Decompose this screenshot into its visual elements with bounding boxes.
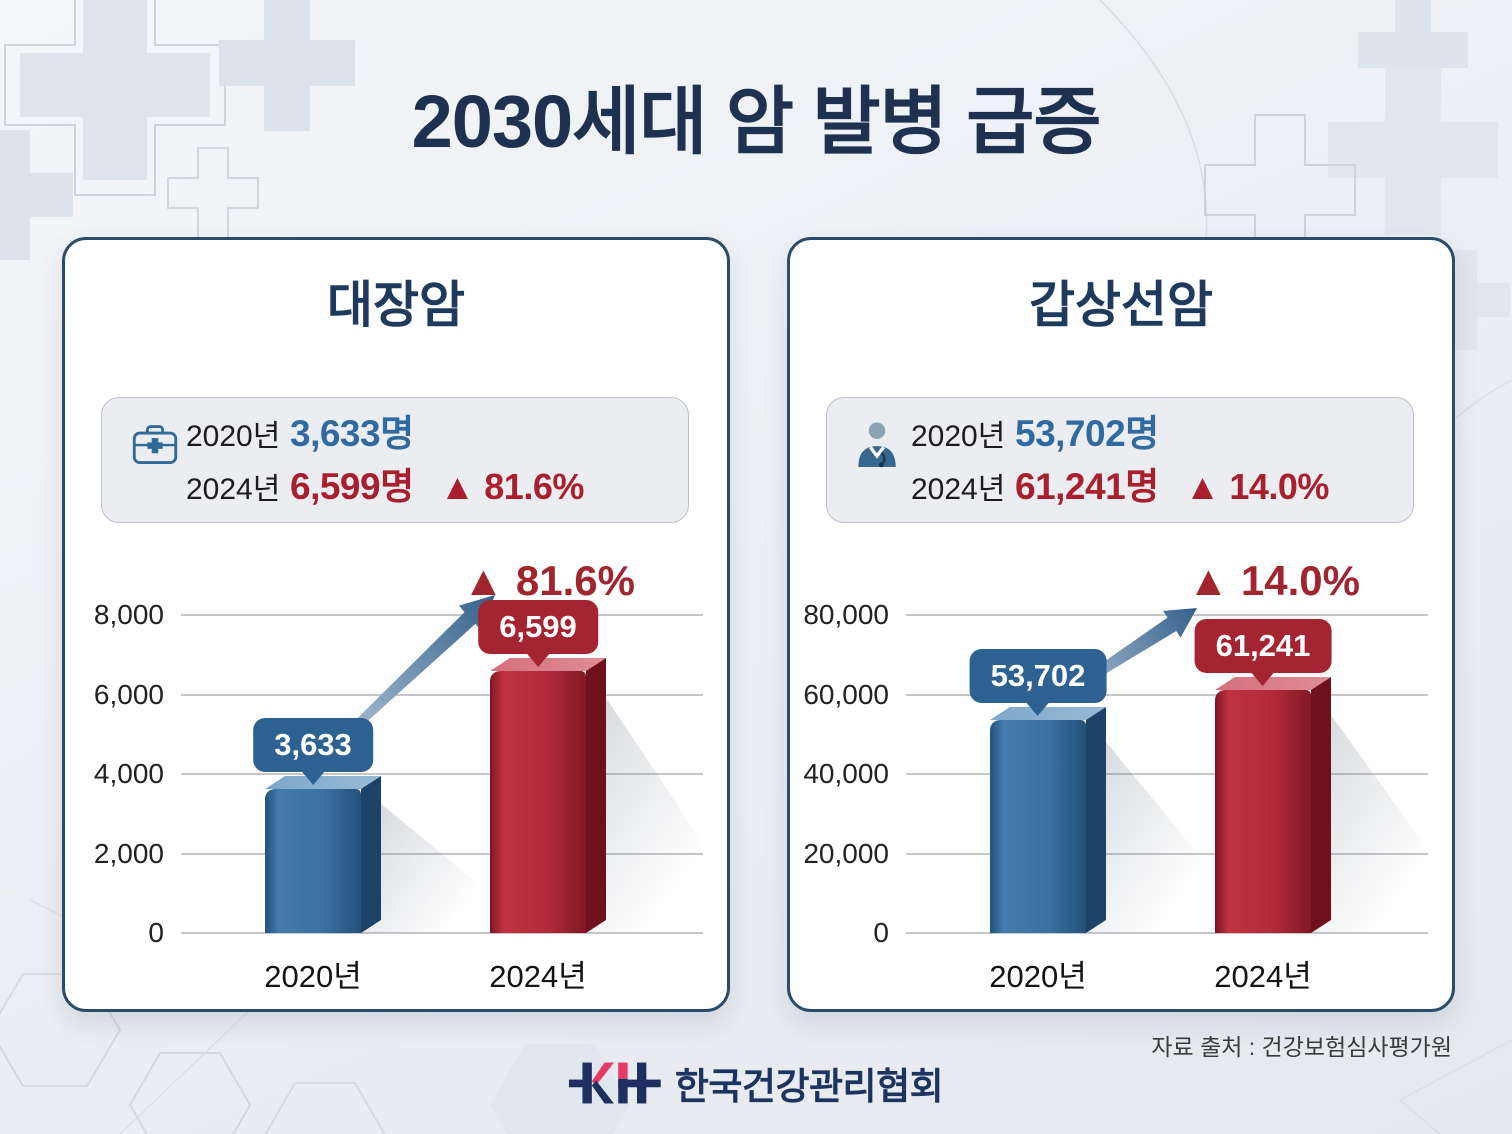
bar-3d: [265, 776, 381, 933]
stat-row-2024: 2024년 6,599명 ▲ 81.6%: [186, 464, 584, 510]
stats-box: 2020년 53,702명 2024년 61,241명 ▲ 14.0%: [826, 397, 1414, 523]
x-tick-label-2020: 2020년: [989, 959, 1087, 994]
stat-year: 2020년: [911, 419, 1006, 453]
data-source-note: 자료 출처 : 건강보험심사평가원: [1151, 1034, 1452, 1060]
bar-3d: [990, 707, 1106, 933]
stat-row-2020: 2020년 53,702명: [911, 411, 1329, 457]
stat-rows: 2020년 53,702명 2024년 61,241명 ▲ 14.0%: [911, 397, 1329, 524]
bar-chart-thyroid: ▲ 14.0% 80,000 60,000 40,000 20,000 0: [790, 523, 1488, 1015]
page-title: 2030세대 암 발병 급증: [411, 80, 1102, 163]
bar-3d: [1215, 677, 1331, 933]
x-tick-label-2024: 2024년: [489, 959, 587, 994]
value-callout-2020: 3,633: [253, 718, 373, 772]
gridline: [181, 693, 703, 696]
panel-title: 대장암: [327, 277, 465, 333]
bar-3d: [490, 658, 606, 933]
y-tick-label: 80,000: [803, 599, 889, 630]
stat-delta-badge: ▲ 81.6%: [439, 465, 585, 507]
panel-title: 갑상선암: [1029, 277, 1213, 333]
y-tick-label: 2,000: [93, 837, 164, 869]
value-callout-2020: 53,702: [969, 649, 1107, 703]
medical-bag-icon: [130, 420, 186, 473]
y-tick-label: 0: [873, 917, 889, 948]
y-tick-label: 60,000: [803, 678, 889, 710]
panel-colorectal-cancer: 대장암 2020년 3,633명 2024년 6,599명 ▲ 81: [62, 237, 763, 1015]
y-tick-label: 20,000: [803, 837, 889, 869]
stats-box: 2020년 3,633명 2024년 6,599명 ▲ 81.6%: [101, 397, 689, 523]
stat-row-2020: 2020년 3,633명: [186, 411, 584, 457]
increase-arrow-icon: [340, 595, 495, 741]
gridline: [906, 693, 1428, 696]
gridline: [181, 773, 703, 775]
stat-year: 2020년: [186, 419, 281, 453]
increase-percent-label: ▲ 81.6%: [462, 557, 635, 604]
stat-value-2024: 6,599명: [290, 465, 414, 507]
doctor-icon: [855, 420, 911, 475]
panel-thyroid-cancer: 갑상선암 2020년 53,702명 2024년 61,241명: [787, 237, 1488, 1015]
stat-row-2024: 2024년 61,241명 ▲ 14.0%: [911, 464, 1329, 510]
gridline: [181, 932, 703, 934]
stat-value-2024: 61,241명: [1015, 465, 1159, 507]
organization-logo: 한국건강관리협회: [568, 1056, 944, 1110]
kh-logo-mark: [568, 1062, 661, 1104]
y-tick-label: 40,000: [803, 758, 889, 789]
stat-year: 2024년: [186, 472, 281, 506]
gridline: [906, 773, 1428, 775]
x-tick-label-2024: 2024년: [1214, 959, 1312, 994]
bar-chart-colorectal: ▲ 81.6% 8,000 6,000 4,000 2,000 0 3: [65, 523, 763, 1015]
y-tick-label: 4,000: [93, 758, 164, 789]
y-tick-label: 8,000: [93, 599, 164, 630]
x-tick-label-2020: 2020년: [264, 959, 362, 994]
stat-year: 2024년: [911, 472, 1006, 506]
stat-rows: 2020년 3,633명 2024년 6,599명 ▲ 81.6%: [186, 397, 584, 524]
gridline: [906, 852, 1428, 855]
stat-delta-badge: ▲ 14.0%: [1184, 465, 1330, 507]
organization-name: 한국건강관리협회: [674, 1066, 944, 1107]
gridline: [906, 932, 1428, 934]
y-tick-label: 6,000: [93, 678, 164, 710]
gridline: [181, 614, 703, 616]
value-callout-2024: 6,599: [478, 600, 598, 654]
value-callout-2024: 61,241: [1194, 619, 1332, 673]
gridline: [181, 852, 703, 855]
stat-value-2020: 53,702명: [1015, 412, 1159, 454]
stat-value-2020: 3,633명: [290, 412, 414, 454]
increase-percent-label: ▲ 14.0%: [1187, 557, 1360, 604]
